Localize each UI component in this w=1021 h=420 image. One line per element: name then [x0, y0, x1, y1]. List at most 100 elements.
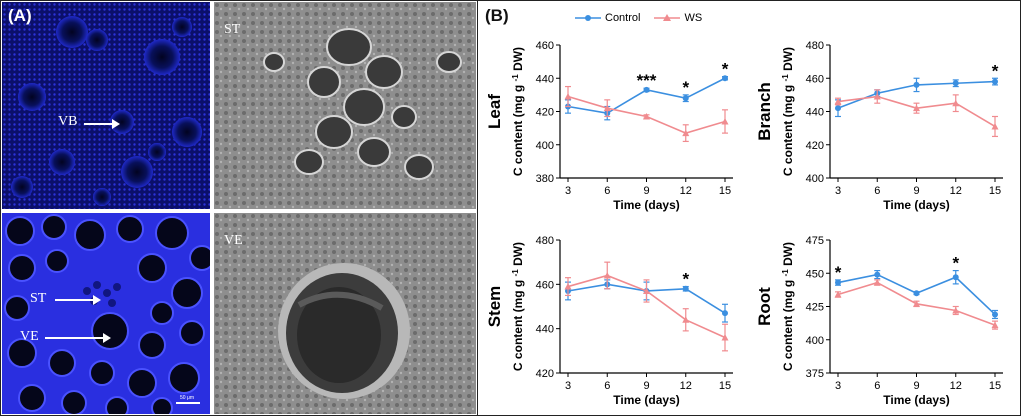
scale-text: 50 μm [180, 395, 194, 401]
y-tick-label: 420 [536, 107, 554, 119]
x-tick-label: 15 [989, 380, 1001, 392]
data-point-ws [721, 334, 729, 341]
y-tick-label: 420 [806, 140, 824, 152]
data-point-ws [643, 287, 650, 294]
panel-b-label: (B) [485, 6, 509, 25]
organ-label: Stem [485, 286, 504, 328]
y-tick-label: 480 [536, 235, 554, 247]
data-point-ws [834, 98, 842, 105]
y-tick-label: 380 [536, 173, 554, 185]
legend-item-control: Control [575, 12, 640, 24]
data-point-ws [721, 117, 729, 125]
x-tick-label: 9 [643, 380, 649, 392]
data-point-control [952, 80, 959, 87]
data-point-control [682, 285, 689, 292]
x-axis-label: Time (days) [883, 393, 949, 407]
data-point-control [722, 75, 728, 82]
ve-label-confocal: VE [20, 329, 39, 344]
data-point-ws [682, 129, 690, 137]
x-tick-label: 15 [989, 185, 1001, 197]
y-tick-label: 450 [806, 268, 824, 280]
y-tick-label: 375 [806, 368, 824, 380]
x-axis-label: Time (days) [613, 198, 679, 212]
panel-a-frame [0, 0, 478, 416]
organ-label: Branch [755, 82, 774, 141]
data-point-control [913, 81, 920, 88]
legend-item-ws: WS [654, 12, 702, 24]
panel-a-label: (A) [8, 6, 32, 25]
data-point-ws [564, 283, 572, 290]
organ-label: Leaf [485, 94, 504, 129]
y-tick-label: 440 [536, 324, 554, 336]
significance-marker: * [992, 61, 999, 80]
y-tick-label: 460 [536, 279, 554, 291]
st-label-sem: ST [224, 22, 241, 37]
significance-marker: *** [637, 71, 657, 90]
data-point-ws [952, 306, 960, 314]
chart-branch: 400 420 440 460 480 3 6 9 12 15 Time (days) C conte… [748, 30, 1013, 225]
x-tick-label: 3 [835, 380, 841, 392]
data-point-control [952, 274, 959, 281]
data-point-ws [873, 279, 881, 286]
vb-label: VB [58, 114, 78, 129]
x-tick-label: 15 [719, 380, 731, 392]
data-point-ws [564, 93, 572, 100]
y-tick-label: 400 [536, 140, 554, 152]
x-tick-label: 12 [950, 380, 962, 392]
y-tick-label: 475 [806, 235, 824, 247]
y-tick-label: 480 [806, 40, 824, 52]
chart-svg-leaf: 380 400 420 440 460 3 6 9 12 15 Time (days) C conte… [485, 40, 733, 212]
confocal-image-vessels [2, 213, 210, 414]
chart-leaf: 380 400 420 440 460 3 6 9 12 15 Time (days) C conte… [478, 30, 743, 225]
x-axis-label: Time (days) [613, 393, 679, 407]
chart-stem: 420 440 460 480 3 6 9 12 15 Time (days) C content … [478, 225, 743, 420]
significance-marker: * [682, 78, 689, 97]
data-point-ws [991, 122, 999, 130]
x-tick-label: 9 [913, 185, 919, 197]
data-point-ws [952, 99, 960, 107]
data-point-ws [682, 316, 690, 323]
chart-svg-stem: 420 440 460 480 3 6 9 12 15 Time (days) C content … [485, 235, 733, 407]
x-tick-label: 15 [719, 185, 731, 197]
organ-label: Root [755, 287, 774, 326]
y-axis-label: C content (mg g -1 DW) [781, 47, 796, 176]
x-tick-label: 9 [643, 185, 649, 197]
significance-marker: * [722, 60, 729, 79]
data-point-control [835, 279, 841, 286]
vb-arrow [84, 119, 120, 129]
chart-root: 375 400 425 450 475 3 6 9 12 15 Time (days) C conte… [748, 225, 1013, 420]
y-tick-label: 425 [806, 302, 824, 314]
x-tick-label: 12 [680, 185, 692, 197]
data-point-control [682, 95, 689, 102]
legend: Control WS [575, 12, 702, 24]
x-tick-label: 6 [874, 185, 880, 197]
data-point-ws [603, 271, 611, 279]
st-label-confocal: ST [30, 291, 47, 306]
data-point-ws [834, 291, 842, 298]
sem-image-vessel-element [214, 213, 476, 414]
y-axis-label: C content (mg g -1 DW) [781, 242, 796, 371]
significance-marker: * [682, 270, 689, 289]
panel-a-micrographs: (A) VB [0, 0, 478, 416]
data-point-control [992, 311, 998, 318]
data-point-ws [913, 104, 920, 112]
data-point-control [992, 78, 998, 85]
y-axis-label: C content (mg g -1 DW) [511, 242, 526, 371]
data-point-control [874, 271, 881, 278]
legend-label-control: Control [605, 12, 641, 24]
x-tick-label: 9 [913, 380, 919, 392]
y-axis-label: C content (mg g -1 DW) [511, 47, 526, 176]
ve-arrow [45, 333, 111, 343]
sem-image-sieve-tube [214, 2, 476, 209]
x-tick-label: 6 [604, 185, 610, 197]
x-tick-label: 6 [874, 380, 880, 392]
x-tick-label: 12 [680, 380, 692, 392]
data-point-ws [991, 321, 999, 329]
x-tick-label: 3 [565, 380, 571, 392]
st-arrow [55, 295, 101, 305]
y-tick-label: 420 [536, 368, 554, 380]
ve-label-sem: VE [224, 233, 243, 248]
x-axis-label: Time (days) [883, 198, 949, 212]
y-tick-label: 400 [806, 335, 824, 347]
chart-svg-branch: 400 420 440 460 480 3 6 9 12 15 Time (days) C conte… [755, 40, 1003, 212]
